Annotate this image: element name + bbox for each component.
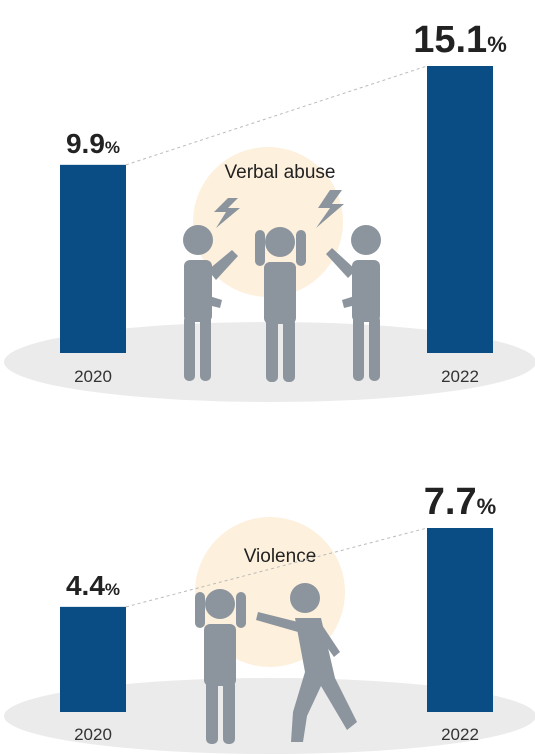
value-label: 7.7% bbox=[424, 481, 496, 523]
value-unit: % bbox=[487, 32, 507, 57]
category-label: 2022 bbox=[441, 725, 479, 744]
value-unit: % bbox=[477, 494, 497, 519]
bar bbox=[60, 164, 126, 353]
value-number: 7.7 bbox=[424, 481, 477, 523]
value-number: 9.9 bbox=[66, 128, 105, 159]
bar bbox=[427, 528, 493, 712]
value-label: 15.1% bbox=[413, 19, 507, 61]
bar bbox=[60, 606, 126, 712]
floor bbox=[4, 678, 535, 754]
value-number: 15.1 bbox=[413, 19, 487, 61]
panel-title: Violence bbox=[244, 546, 317, 567]
connector bbox=[125, 65, 428, 166]
category-label: 2020 bbox=[74, 367, 112, 386]
value-unit: % bbox=[105, 138, 120, 157]
value-label: 4.4% bbox=[66, 570, 120, 601]
category-label: 2022 bbox=[441, 367, 479, 386]
figures-verbal bbox=[183, 190, 381, 382]
figures-violence bbox=[195, 583, 357, 744]
panel-title: Verbal abuse bbox=[225, 162, 336, 183]
value-unit: % bbox=[105, 580, 120, 599]
connector bbox=[125, 527, 428, 608]
value-number: 4.4 bbox=[66, 570, 105, 601]
value-label: 9.9% bbox=[66, 128, 120, 159]
bar bbox=[427, 66, 493, 353]
category-label: 2020 bbox=[74, 725, 112, 744]
